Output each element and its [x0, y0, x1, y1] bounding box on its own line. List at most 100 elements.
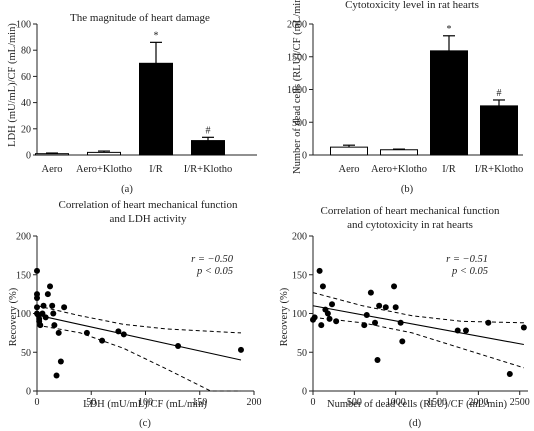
- panel-a-category-label: Aero+Klotho: [76, 164, 132, 175]
- panel-d-xtick-label: 0: [311, 397, 316, 408]
- panel-c-ytick-label: 0: [26, 387, 31, 398]
- panel-b-bar: [330, 146, 368, 156]
- panel-d-data-point: [324, 310, 331, 317]
- panel-d-data-point: [454, 327, 461, 334]
- panel-d-data-point: [382, 304, 389, 311]
- panel-d-data-point: [506, 370, 513, 377]
- panel-d-data-point: [318, 322, 325, 329]
- panel-b-ytick-label: 1000: [287, 85, 307, 96]
- panel-d-data-point: [399, 338, 406, 345]
- panel-c-data-point: [61, 304, 68, 311]
- panel-d-ytick-label: 150: [292, 270, 307, 281]
- panel-d-xtick-label: 2500: [510, 397, 530, 408]
- panel-a-category-label: I/R: [149, 164, 162, 175]
- panel-d-data-point: [376, 302, 383, 309]
- panel-d-ytick-label: 100: [292, 309, 307, 320]
- panel-c-confidence-band-lower: [36, 324, 241, 392]
- panel-b-bar: [430, 50, 468, 156]
- panel-c-title-line1: Correlation of heart mechanical function: [59, 199, 238, 211]
- panel-d-data-point: [520, 324, 527, 331]
- panel-c-xtick-label: 150: [192, 397, 207, 408]
- panel-c-title-line2: and LDH activity: [110, 213, 187, 225]
- panel-c-ytick-label: 150: [16, 270, 31, 281]
- panel-a-bar: [139, 62, 173, 156]
- panel-b-title: Cytotoxicity level in rat hearts: [345, 0, 479, 11]
- panel-a-ytick-label: 80: [21, 46, 31, 57]
- panel-d-xtick-label: 1000: [386, 397, 406, 408]
- panel-b-category-label: I/R+Klotho: [475, 164, 524, 175]
- panel-a-ytick-label: 100: [16, 20, 31, 31]
- panel-b-label: (b): [401, 184, 414, 195]
- panel-a-ytick-label: 60: [21, 72, 31, 83]
- panel-a-category-label: Aero: [42, 164, 63, 175]
- panel-c-ylabel: Recovery (%): [8, 287, 19, 346]
- panel-d-data-point: [326, 315, 333, 322]
- panel-d-regression-line: [312, 305, 524, 346]
- panel-a-ytick-label: 0: [26, 151, 31, 162]
- panel-b-ylabel: Number of dead cells (RLU)/CF (mL/min): [292, 0, 303, 174]
- panel-d-data-point: [329, 301, 336, 308]
- panel-c-stat-1: p < 0.05: [196, 266, 233, 277]
- panel-c-stat-0: r = −0.50: [191, 254, 234, 265]
- panel-c-xtick-label: 50: [86, 397, 96, 408]
- panel-d-ytick-label: 0: [302, 387, 307, 398]
- panel-c-data-point: [51, 322, 58, 329]
- panel-a-bar: [35, 153, 69, 156]
- panel-d-data-point: [462, 327, 469, 334]
- panel-a-label: (a): [121, 184, 133, 195]
- panel-d-stat-1: p < 0.05: [451, 266, 488, 277]
- panel-d-confidence-band-lower: [312, 316, 525, 369]
- panel-d-xtick-label: 500: [347, 397, 362, 408]
- panel-c-data-point: [50, 310, 57, 317]
- panel-d-xtick-label: 1500: [427, 397, 447, 408]
- panel-c-confidence-band-upper: [36, 305, 242, 334]
- panel-c-data-point: [42, 314, 49, 321]
- panel-a-category-label: I/R+Klotho: [184, 164, 233, 175]
- panel-c-xtick-label: 200: [247, 397, 262, 408]
- panel-c-ytick-label: 100: [16, 309, 31, 320]
- panel-d-data-point: [316, 267, 323, 274]
- panel-d-data-point: [311, 314, 318, 321]
- panel-d-data-point: [333, 318, 340, 325]
- panel-d-ylabel: Recovery (%): [279, 287, 290, 346]
- panel-d-ytick-label: 200: [292, 232, 307, 243]
- panel-c-data-point: [53, 372, 60, 379]
- panel-c-data-point: [237, 346, 244, 353]
- panel-b-ytick-label: 2000: [287, 20, 307, 31]
- panel-a-ylabel: LDH (mU/mL)/CF (mL/min): [7, 23, 18, 147]
- panel-a-bar: [87, 151, 121, 156]
- panel-d-data-point: [372, 319, 379, 326]
- panel-c-data-point: [34, 295, 40, 301]
- panel-b-category-label: Aero: [339, 164, 360, 175]
- panel-c-data-point: [175, 343, 182, 350]
- panel-b-bar: [480, 105, 518, 156]
- panel-d-stat-0: r = −0.51: [446, 254, 488, 265]
- panel-c-ytick-label: 50: [21, 348, 31, 359]
- panel-d-confidence-band-upper: [312, 292, 524, 324]
- panel-d-data-point: [397, 319, 404, 326]
- panel-c-xlabel: LDH (mU/mL)/CF (mL/min): [83, 399, 207, 410]
- panel-c-data-point: [83, 329, 90, 336]
- panel-c-data-point: [55, 329, 62, 336]
- panel-c-data-point: [120, 331, 127, 338]
- panel-d-data-point: [363, 312, 370, 319]
- panel-c-xtick-label: 100: [138, 397, 153, 408]
- panel-b-bar: [380, 149, 418, 156]
- panel-c-data-point: [34, 267, 40, 274]
- panel-c-data-point: [40, 302, 47, 309]
- panel-b-significance-mark: *: [447, 24, 452, 35]
- panel-a-significance-mark: #: [206, 125, 211, 136]
- panel-d-data-point: [319, 283, 326, 290]
- panel-d-data-point: [361, 322, 368, 329]
- panel-c-data-point: [49, 302, 56, 309]
- panel-d-label: (d): [409, 418, 422, 429]
- panel-a-ytick-label: 40: [21, 98, 31, 109]
- panel-c-ytick-label: 200: [16, 232, 31, 243]
- panel-c-data-point: [57, 358, 64, 365]
- panel-c-label: (c): [139, 418, 151, 429]
- panel-d-data-point: [367, 289, 374, 296]
- panel-b-category-label: I/R: [442, 164, 455, 175]
- panel-b-ytick-label: 500: [292, 118, 307, 129]
- panel-b-ytick-label: 1500: [287, 52, 307, 63]
- panel-c-data-point: [37, 322, 44, 329]
